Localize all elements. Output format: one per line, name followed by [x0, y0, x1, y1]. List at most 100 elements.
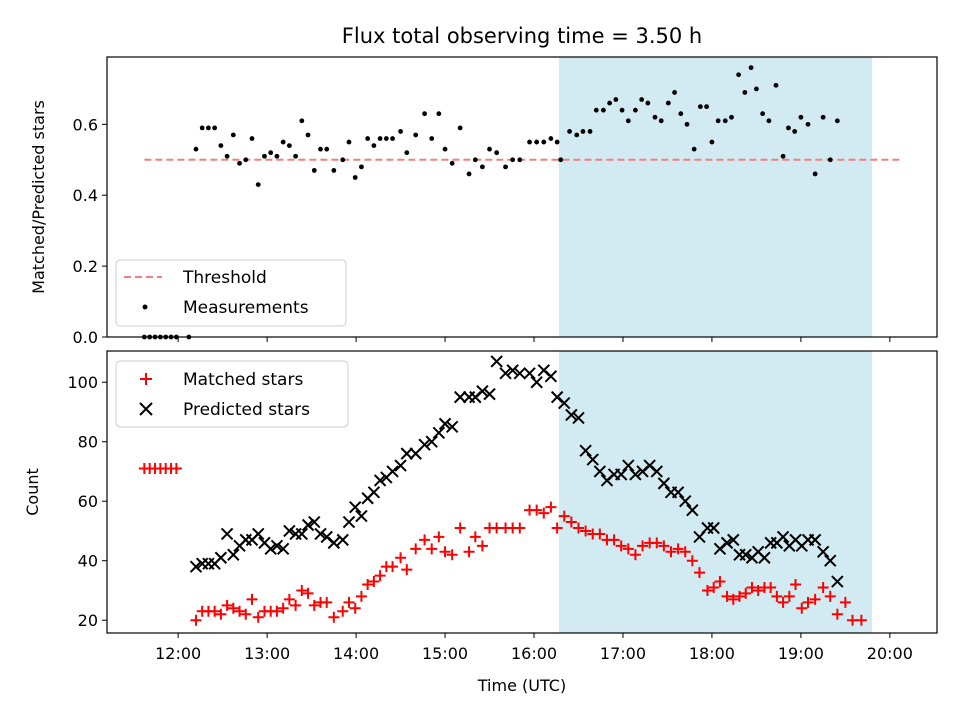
measurement-point [748, 65, 754, 71]
predicted-star-point [579, 444, 592, 457]
matched-star-point [708, 581, 720, 593]
predicted-star-point [367, 486, 381, 499]
x-tick-label: 20:00 [867, 644, 913, 663]
measurement-point [773, 82, 779, 88]
measurement-point [206, 125, 211, 131]
matched-star-point [714, 576, 726, 588]
measurement-point [371, 143, 377, 149]
matched-star-point [802, 596, 814, 608]
matched-star-point [740, 587, 752, 599]
matched-star-point [777, 596, 789, 608]
predicted-star-point [523, 367, 536, 380]
matched-star-point [817, 581, 829, 593]
matched-star-point [215, 608, 227, 620]
predicted-star-point [727, 533, 740, 547]
predicted-star-point [720, 536, 734, 550]
measurement-point [834, 118, 840, 124]
matched-star-point [209, 605, 221, 617]
matched-star-point [463, 546, 475, 558]
bottom-y-tick-label: 20 [78, 611, 98, 630]
matched-star-point [809, 593, 821, 605]
legend-matched-label: Matched stars [183, 370, 303, 390]
measurement-point [567, 129, 572, 134]
predicted-star-point [490, 355, 503, 368]
measurement-point [280, 139, 286, 145]
bottom-y-tick-label: 100 [67, 373, 98, 392]
measurement-point [792, 129, 798, 134]
matched-star-point [665, 546, 677, 558]
measurement-point [422, 111, 427, 117]
predicted-star-point [394, 459, 407, 472]
predicted-star-point [189, 560, 203, 573]
measurement-point [633, 107, 638, 113]
top-x-ticks [177, 337, 891, 342]
matched-star-point [727, 593, 739, 605]
top-y-tick-label: 0.6 [73, 115, 98, 134]
measurement-point [218, 143, 224, 149]
measurement-point [613, 97, 619, 102]
matched-star-point [227, 602, 239, 614]
predicted-star-point [572, 411, 585, 425]
predicted-star-point [283, 524, 296, 538]
matched-star-point [234, 605, 246, 617]
measurement-point [359, 164, 364, 170]
top-legend-box [115, 259, 347, 327]
matched-star-point [355, 590, 367, 602]
legend-matched-marker [140, 373, 152, 385]
bottom-y-tick-label: 60 [78, 492, 98, 511]
matched-star-point [679, 546, 691, 558]
measurement-point [729, 114, 734, 120]
matched-star-point [701, 584, 713, 596]
measurement-point [466, 171, 472, 177]
measurement-point [311, 168, 317, 173]
bottom-y-axis-label: Count [23, 468, 42, 516]
bottom-y-ticks: 20 40 60 80 100 [67, 373, 107, 630]
predicted-star-point [650, 465, 663, 478]
bottom-legend-box [115, 360, 349, 428]
matched-star-point [252, 611, 264, 623]
measurement-point [268, 150, 274, 156]
predicted-star-point [453, 390, 467, 404]
legend-predicted-label: Predicted stars [183, 400, 310, 420]
matched-star-point [622, 543, 634, 555]
measurement-point [736, 72, 742, 78]
measurement-point [449, 160, 455, 166]
measurement-point [684, 121, 690, 127]
matched-star-point [790, 579, 802, 591]
measurement-point [212, 125, 218, 131]
x-tick-label: 18:00 [689, 644, 735, 663]
measurement-point [324, 146, 330, 152]
measurement-point [398, 129, 403, 134]
legend-predicted-marker [139, 402, 153, 416]
top-plot-marks [141, 65, 901, 340]
predicted-star-point [342, 515, 356, 529]
measurement-point [665, 100, 671, 106]
measurement-point [299, 118, 305, 124]
matched-star-point [783, 590, 795, 602]
bottom-legend: Matched stars Predicted stars [115, 360, 349, 428]
matched-star-point [433, 531, 445, 543]
predicted-star-point [295, 527, 309, 541]
matched-star-point [558, 510, 570, 522]
predicted-star-point [270, 539, 284, 553]
measurement-point [554, 139, 560, 145]
predicted-star-point [671, 486, 685, 499]
matched-star-point [321, 596, 333, 608]
predicted-star-point [301, 518, 315, 532]
matched-star-point [469, 531, 481, 543]
measurement-point [827, 157, 833, 163]
predicted-star-point [308, 515, 321, 529]
measurement-point [619, 107, 625, 113]
measurement-point [377, 136, 383, 141]
matched-star-point [637, 540, 649, 552]
predicted-star-point [707, 521, 720, 535]
measurement-point [715, 118, 721, 124]
matched-star-point [240, 608, 252, 620]
bottom-y-tick-label: 40 [78, 552, 98, 571]
measurement-point [365, 136, 371, 141]
matched-star-point [328, 611, 340, 623]
top-y-tick-label: 0.2 [73, 257, 98, 276]
top-y-tick-label: 0.4 [73, 186, 98, 205]
measurement-point [607, 100, 613, 106]
matched-star-point [693, 567, 705, 579]
